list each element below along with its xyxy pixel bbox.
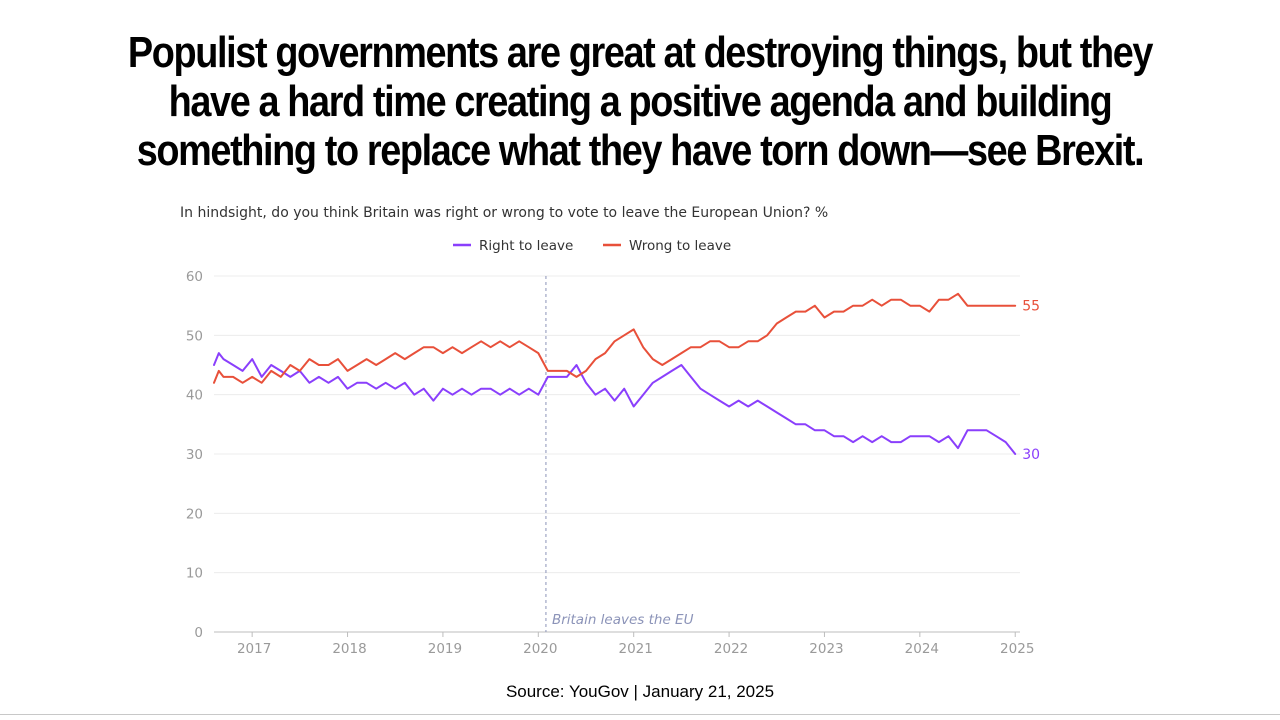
x-tick-label-2018: 2018 (332, 641, 366, 657)
x-tick-label-2017: 2017 (237, 641, 271, 657)
x-tick-label-2023: 2023 (809, 641, 843, 657)
chart-legend: Right to leave Wrong to leave (453, 238, 731, 254)
y-tick-label-50: 50 (186, 328, 203, 344)
legend-label-right: Right to leave (479, 238, 573, 254)
y-tick-label-30: 30 (186, 447, 203, 463)
series-end-label-wrong-to-leave: 55 (1022, 299, 1040, 315)
source-caption: Source: YouGov | January 21, 2025 (505, 682, 775, 701)
y-axis: 0 10 20 30 40 50 60 (186, 269, 203, 641)
x-tick-label-2021: 2021 (619, 641, 653, 657)
chart-series: 30 55 (213, 292, 1040, 463)
brexit-poll-chart: In hindsight, do you think Britain was r… (180, 205, 1040, 657)
x-axis: 2017 2018 2019 2020 2021 2022 2023 2024 2025 (237, 632, 1034, 657)
x-tick-label-2019: 2019 (428, 641, 462, 657)
x-tick-label-2024: 2024 (905, 641, 939, 657)
y-tick-label-60: 60 (186, 269, 203, 285)
series-line-wrong-to-leave (213, 292, 1017, 384)
y-tick-label-0: 0 (194, 625, 203, 641)
x-tick-label-2022: 2022 (714, 641, 748, 657)
headline: Populist governments are great at destro… (90, 28, 1191, 175)
headline-line-3: something to replace what they have torn… (136, 126, 1145, 175)
chart-gridlines (214, 275, 1020, 633)
headline-line-2: have a hard time creating a positive age… (168, 77, 1113, 126)
y-tick-label-10: 10 (186, 566, 203, 582)
series-end-label-right-to-leave: 30 (1022, 447, 1040, 463)
x-tick-label-2020: 2020 (523, 641, 557, 657)
x-tick-label-2025: 2025 (1000, 641, 1034, 657)
series-line-right-to-leave (213, 352, 1017, 455)
legend-label-wrong: Wrong to leave (629, 238, 731, 254)
headline-line-1: Populist governments are great at destro… (127, 28, 1153, 77)
annotation-label-0: Britain leaves the EU (552, 612, 694, 628)
chart-annotations: Britain leaves the EU (545, 276, 694, 632)
y-tick-label-20: 20 (186, 506, 203, 522)
bottom-divider (0, 714, 1280, 715)
y-tick-label-40: 40 (186, 388, 203, 404)
chart-title: In hindsight, do you think Britain was r… (180, 205, 828, 221)
